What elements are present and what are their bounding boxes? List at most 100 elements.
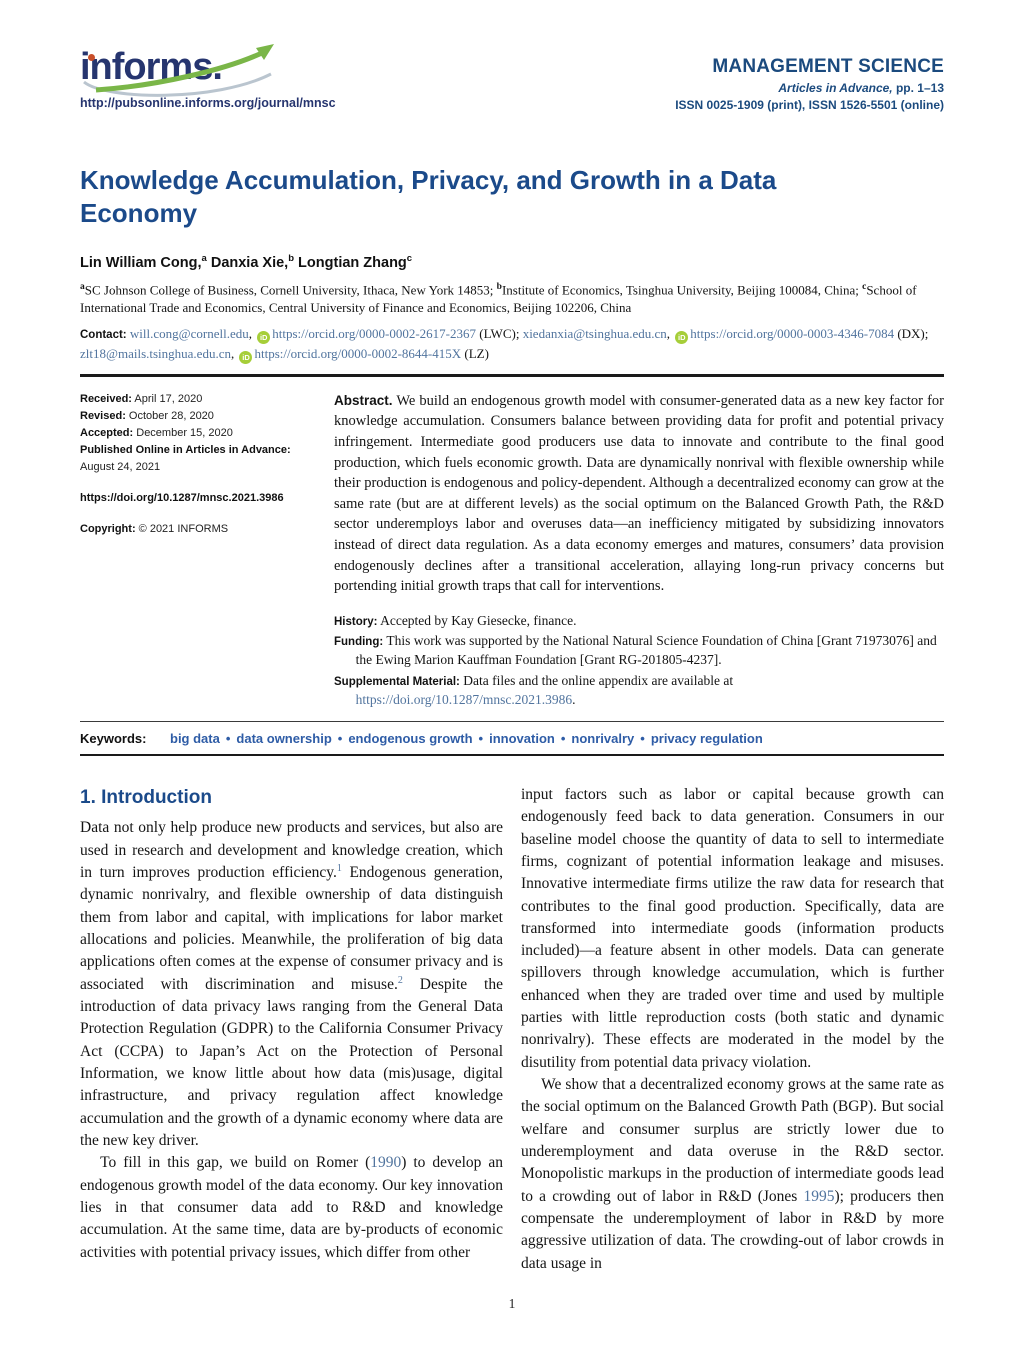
accepted-line: Accepted: December 15, 2020 <box>80 425 330 442</box>
author-name: Lin William Cong, <box>80 254 202 271</box>
article-body: 1. Introduction Data not only help produ… <box>80 784 944 1275</box>
accepted-value: December 15, 2020 <box>133 427 233 439</box>
citation-link[interactable]: 1995 <box>803 1187 835 1205</box>
affiliation-text: School of International Trade and Econom… <box>80 282 917 316</box>
history-label: History: <box>334 615 378 628</box>
affiliations: aSC Johnson College of Business, Cornell… <box>80 281 944 318</box>
keyword: big data <box>170 730 220 746</box>
contact-link[interactable]: https://orcid.org/0000-0003-4346-7084 <box>690 325 895 341</box>
published-line: Published Online in Articles in Advance: <box>80 442 330 459</box>
contact-content: will.cong@cornell.edu, iD https://orcid.o… <box>80 325 928 364</box>
orcid-icon[interactable]: iD <box>675 330 689 344</box>
contact-link[interactable]: https://orcid.org/0000-0002-8644-415X <box>254 345 462 361</box>
published-label: Published Online in Articles in Advance: <box>80 444 291 457</box>
contact-link[interactable]: https://orcid.org/0000-0002-2617-2367 <box>272 325 476 341</box>
supplemental-doi-link[interactable]: https://doi.org/10.1287/mnsc.2021.3986 <box>355 691 573 707</box>
page-title: Knowledge Accumulation, Privacy, and Gro… <box>80 165 777 228</box>
author-affiliation-mark: c <box>406 253 413 264</box>
author-affiliation-mark: a <box>201 253 207 264</box>
affiliation-text: SC Johnson College of Business, Cornell … <box>84 282 497 298</box>
left-column: 1. Introduction Data not only help produ… <box>80 784 503 1275</box>
funding-note: Funding: This work was supported by the … <box>334 631 944 669</box>
right-column: input factors such as labor or capital b… <box>521 784 944 1275</box>
funding-text: This work was supported by the National … <box>355 633 937 668</box>
keyword-separator: • <box>225 730 231 746</box>
divider <box>80 720 944 722</box>
affiliation-text: Institute of Economics, Tsinghua Univers… <box>501 282 863 298</box>
keyword: privacy regulation <box>650 730 763 746</box>
copyright-value: © 2021 INFORMS <box>135 523 229 536</box>
author-line: Lin William Cong,a Danxia Xie,b Longtian… <box>80 253 944 271</box>
affiliation-mark: c <box>862 281 867 292</box>
informs-logo-block: informs. http://pubsonline.informs.org/j… <box>80 44 336 110</box>
author-affiliation-mark: b <box>288 253 295 264</box>
keyword-separator: • <box>337 730 343 746</box>
contact-link[interactable]: xiedanxia@tsinghua.edu.cn <box>522 325 667 341</box>
received-value: April 17, 2020 <box>131 392 203 405</box>
funding-label: Funding: <box>334 636 384 649</box>
keywords-label: Keywords: <box>80 730 147 746</box>
issn-info: ISSN 0025-1909 (print), ISSN 1526-5501 (… <box>675 98 944 112</box>
article-notes: History: Accepted by Kay Giesecke, finan… <box>334 611 944 709</box>
received-label: Received: <box>80 392 132 405</box>
accepted-label: Accepted: <box>80 427 134 439</box>
orcid-icon[interactable]: iD <box>239 350 253 364</box>
keyword-separator: • <box>560 730 566 746</box>
keywords-list: big data • data ownership • endogenous growt… <box>170 731 763 746</box>
supplemental-label: Supplemental Material: <box>334 675 460 688</box>
history-text: Accepted by Kay Giesecke, finance. <box>377 612 577 628</box>
contact-label: Contact: <box>80 328 127 341</box>
section-heading-introduction: 1. Introduction <box>80 786 212 808</box>
body-paragraph: input factors such as labor or capital b… <box>521 785 944 1071</box>
right-column-text: input factors such as labor or capital b… <box>521 784 944 1275</box>
supplemental-text-after: . <box>572 691 576 707</box>
divider <box>80 373 944 377</box>
keyword: innovation <box>489 730 555 746</box>
abstract-label: Abstract. <box>334 392 393 408</box>
abstract-text: We build an endogenous growth model with… <box>334 392 944 595</box>
journal-url-link[interactable]: http://pubsonline.informs.org/journal/mn… <box>80 96 336 110</box>
copyright-line: Copyright: © 2021 INFORMS <box>80 521 330 538</box>
journal-info: MANAGEMENT SCIENCE Articles in Advance, … <box>675 48 944 112</box>
supplemental-text: Data files and the online appendix are a… <box>459 672 734 688</box>
body-paragraph: Data not only help produce new products … <box>80 819 503 1150</box>
page-number: 1 <box>508 1296 516 1311</box>
supplemental-note: Supplemental Material: Data files and th… <box>334 671 944 709</box>
author-name: Longtian Zhang <box>294 254 407 271</box>
contact-link[interactable]: zlt18@mails.tsinghua.edu.cn <box>80 345 231 361</box>
footnote-marker: 2 <box>397 974 403 986</box>
history-note: History: Accepted by Kay Giesecke, finan… <box>334 611 944 630</box>
keyword: data ownership <box>236 730 332 746</box>
keywords-row: Keywords: big data • data ownership • endoge… <box>80 731 944 746</box>
divider <box>80 753 944 756</box>
affiliation-mark: a <box>80 281 85 292</box>
journal-name: MANAGEMENT SCIENCE <box>712 56 944 77</box>
citation-link[interactable]: 1990 <box>370 1154 402 1172</box>
keyword: endogenous growth <box>348 730 473 746</box>
keyword-separator: • <box>478 730 484 746</box>
orcid-icon[interactable]: iD <box>257 330 271 344</box>
article-info-section: Received: April 17, 2020 Revised: Octobe… <box>80 391 944 709</box>
keyword: nonrivalry <box>571 730 635 746</box>
issue-info-pages: pp. 1–13 <box>892 81 944 95</box>
author-name: Danxia Xie, <box>206 254 289 271</box>
keyword-separator: • <box>640 730 645 746</box>
left-column-text: Data not only help produce new products … <box>80 817 503 1264</box>
logo-red-dot-icon <box>88 54 95 61</box>
journal-header: informs. http://pubsonline.informs.org/j… <box>80 0 944 112</box>
issue-info: Articles in Advance, pp. 1–13 <box>675 81 944 95</box>
revised-line: Revised: October 28, 2020 <box>80 408 330 425</box>
copyright-label: Copyright: <box>80 523 136 536</box>
received-line: Received: April 17, 2020 <box>80 391 330 408</box>
body-paragraph: To fill in this gap, we build on Romer (… <box>80 1154 503 1261</box>
informs-logo[interactable]: informs. <box>80 44 310 97</box>
contact-link[interactable]: will.cong@cornell.edu <box>129 325 249 341</box>
doi-link[interactable]: https://doi.org/10.1287/mnsc.2021.3986 <box>80 492 284 505</box>
abstract: Abstract. We build an endogenous growth … <box>334 391 944 597</box>
contact-line: Contact: will.cong@cornell.edu, iD https:… <box>80 324 944 364</box>
article-meta: Received: April 17, 2020 Revised: Octobe… <box>80 391 330 709</box>
abstract-column: Abstract. We build an endogenous growth … <box>334 391 944 709</box>
revised-value: October 28, 2020 <box>125 409 214 422</box>
footnote-marker: 1 <box>336 862 342 874</box>
informs-logo-text: informs. <box>80 46 223 88</box>
